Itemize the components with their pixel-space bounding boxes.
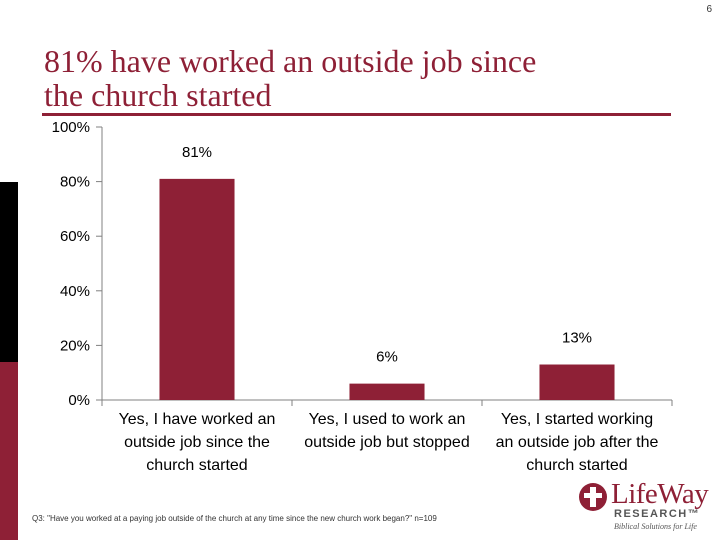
data-label: 81% xyxy=(182,144,212,161)
title-underline xyxy=(42,113,671,116)
bar xyxy=(349,383,425,400)
slide-title-line-2: the church started xyxy=(44,77,272,113)
footnote: Q3: "Have you worked at a paying job out… xyxy=(32,514,437,523)
left-accent-white xyxy=(0,0,18,182)
slide-title: 81% have worked an outside job since the… xyxy=(44,44,684,112)
category-label: church started xyxy=(526,457,627,474)
page-number: 6 xyxy=(706,4,712,15)
category-label: Yes, I used to work an xyxy=(309,411,466,428)
logo-tagline: Biblical Solutions for Life xyxy=(614,522,697,531)
category-label: an outside job after the xyxy=(496,434,659,451)
category-label: Yes, I have worked an xyxy=(119,411,276,428)
y-tick-label: 60% xyxy=(60,228,90,245)
category-label: church started xyxy=(146,457,247,474)
y-tick-label: 80% xyxy=(60,174,90,191)
left-accent-black xyxy=(0,182,18,362)
slide-title-line-1: 81% have worked an outside job since xyxy=(44,43,537,79)
lifeway-logo: LifeWay RESEARCH™ Biblical Solutions for… xyxy=(576,478,716,538)
y-tick-label: 40% xyxy=(60,283,90,300)
logo-wordmark: LifeWay xyxy=(611,478,709,510)
y-tick-label: 0% xyxy=(68,392,90,409)
left-accent-red xyxy=(0,362,18,540)
y-tick-label: 100% xyxy=(52,119,90,136)
data-label: 6% xyxy=(376,349,398,366)
bar xyxy=(539,364,615,400)
category-label: outside job but stopped xyxy=(304,434,469,451)
bar xyxy=(159,178,235,400)
logo-research: RESEARCH™ xyxy=(614,508,701,520)
y-tick-label: 20% xyxy=(60,337,90,354)
data-label: 13% xyxy=(562,330,592,347)
category-label: Yes, I started working xyxy=(501,411,653,428)
cross-icon xyxy=(579,483,607,511)
category-label: outside job since the xyxy=(124,434,270,451)
